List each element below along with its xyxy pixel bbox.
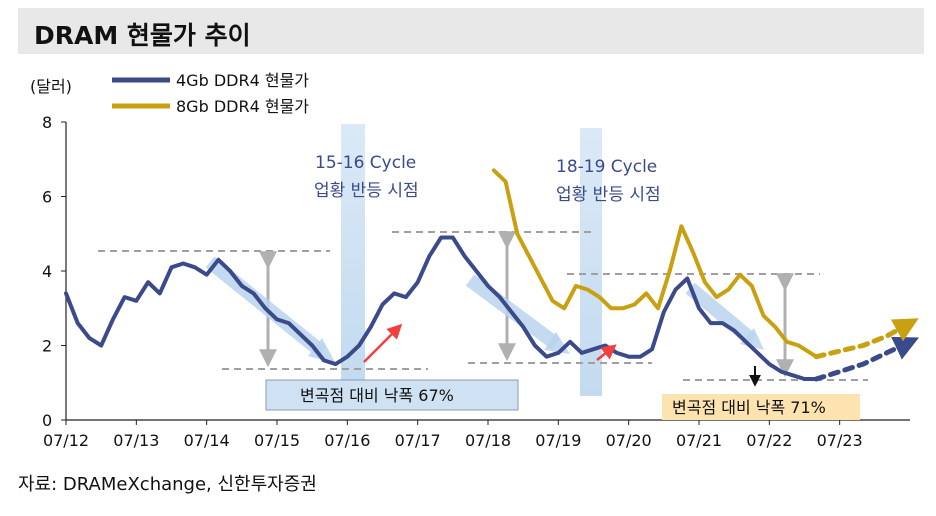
cycle1-band: [341, 124, 365, 380]
legend-label-8gb: 8Gb DDR4 현물가: [176, 97, 309, 116]
rise-arrow-1: [363, 323, 403, 363]
series-line-4gb: [64, 235, 819, 381]
drop2-box: [662, 394, 860, 420]
x-tick-label: 07/15: [254, 431, 300, 450]
legend-label-4gb: 4Gb DDR4 현물가: [176, 71, 309, 90]
reference-lines: [98, 231, 868, 381]
cycle1-label-line2: 업황 반등 시점: [314, 181, 419, 201]
drop1-box-text: 변곡점 대비 낙폭 67%: [300, 386, 454, 405]
x-tick-label: 07/17: [395, 431, 441, 450]
chart-title: DRAM 현물가 추이: [34, 21, 251, 50]
y-tick-label: 2: [42, 337, 52, 356]
decline-arrow-3: [685, 282, 757, 346]
cycle2-label-line2: 업황 반등 시점: [556, 185, 661, 205]
x-tick-label: 07/19: [535, 431, 581, 450]
x-tick-label: 07/23: [817, 431, 863, 450]
x-tick-label: 07/13: [113, 431, 159, 450]
x-tick-label: 07/14: [184, 431, 230, 450]
cycle1-label-line1: 15-16 Cycle: [315, 153, 416, 173]
series-layer: [64, 168, 920, 382]
x-tick-label: 07/16: [324, 431, 370, 450]
x-ticks: 07/12 07/13 07/14 07/15 07/16 07/17 07/18 07/19…: [43, 420, 863, 450]
cycle2-band: [580, 128, 602, 396]
legend: 4Gb DDR4 현물가 8Gb DDR4 현물가: [112, 71, 309, 116]
series-line-8gb-forecast: [813, 318, 919, 360]
drop1-box: [265, 379, 519, 411]
x-tick-label: 07/12: [43, 431, 89, 450]
rise-arrow-2: [596, 344, 617, 361]
cycle2-label-line1: 18-19 Cycle: [556, 157, 657, 177]
y-tick-label: 6: [42, 188, 52, 207]
x-tick-label: 07/20: [606, 431, 652, 450]
y-tick-label: 8: [42, 113, 52, 132]
y-axis-unit: (달러): [30, 77, 72, 96]
series-line-8gb: [491, 168, 819, 359]
x-tick-label: 07/18: [465, 431, 511, 450]
source-note: 자료: DRAMeXchange, 신한투자증권: [18, 474, 317, 495]
decline-arrowhead-1: [308, 338, 336, 364]
y-tick-label: 4: [42, 262, 52, 281]
y-ticks: 0 2 4 6 8: [42, 113, 66, 430]
series-line-4gb-forecast: [813, 336, 920, 382]
drop2-box-text: 변곡점 대비 낙폭 71%: [672, 398, 826, 417]
x-tick-label: 07/22: [746, 431, 792, 450]
x-tick-label: 07/21: [676, 431, 722, 450]
title-bar: DRAM 현물가 추이: [18, 8, 924, 54]
y-tick-label: 0: [42, 411, 52, 430]
